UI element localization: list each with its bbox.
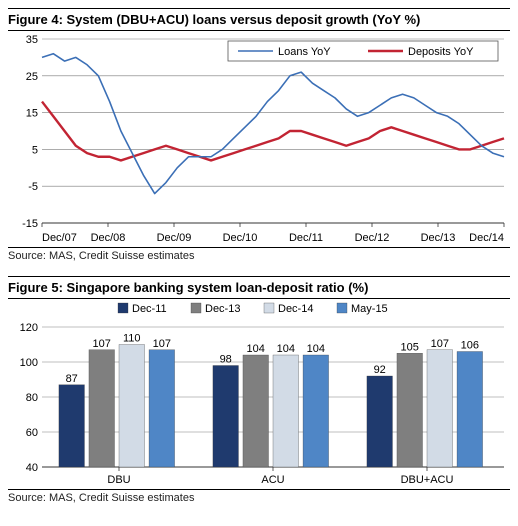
- svg-text:107: 107: [431, 338, 449, 350]
- svg-text:5: 5: [32, 144, 38, 156]
- svg-text:60: 60: [26, 427, 38, 439]
- svg-text:Dec-13: Dec-13: [205, 303, 240, 315]
- figure-5-title: Figure 5: Singapore banking system loan-…: [8, 276, 510, 299]
- svg-text:107: 107: [93, 338, 111, 350]
- svg-text:Dec-14: Dec-14: [278, 303, 313, 315]
- svg-text:15: 15: [26, 108, 38, 120]
- svg-text:Loans YoY: Loans YoY: [278, 46, 331, 58]
- figure-5-source: Source: MAS, Credit Suisse estimates: [8, 489, 510, 504]
- svg-text:107: 107: [153, 338, 171, 350]
- svg-text:98: 98: [220, 354, 232, 366]
- svg-text:100: 100: [20, 357, 38, 369]
- svg-text:Dec/10: Dec/10: [223, 232, 258, 244]
- svg-text:Dec/13: Dec/13: [421, 232, 456, 244]
- svg-text:Dec/09: Dec/09: [157, 232, 192, 244]
- svg-text:Dec/12: Dec/12: [355, 232, 390, 244]
- figure-4: Figure 4: System (DBU+ACU) loans versus …: [8, 8, 510, 262]
- svg-text:92: 92: [374, 364, 386, 376]
- svg-text:25: 25: [26, 71, 38, 83]
- svg-text:Dec-11: Dec-11: [132, 303, 167, 315]
- svg-text:Dec/07: Dec/07: [42, 232, 77, 244]
- svg-text:40: 40: [26, 462, 38, 474]
- svg-text:May-15: May-15: [351, 303, 388, 315]
- svg-text:104: 104: [247, 343, 265, 355]
- figure-4-title: Figure 4: System (DBU+ACU) loans versus …: [8, 8, 510, 31]
- svg-text:35: 35: [26, 34, 38, 46]
- svg-text:104: 104: [277, 343, 295, 355]
- svg-text:DBU: DBU: [107, 474, 130, 486]
- svg-text:ACU: ACU: [261, 474, 284, 486]
- svg-text:Dec/14: Dec/14: [469, 232, 504, 244]
- svg-text:DBU+ACU: DBU+ACU: [401, 474, 454, 486]
- svg-text:Dec/11: Dec/11: [289, 232, 323, 244]
- svg-text:106: 106: [461, 340, 479, 352]
- svg-text:Deposits YoY: Deposits YoY: [408, 46, 474, 58]
- svg-text:-15: -15: [22, 218, 38, 230]
- svg-text:110: 110: [123, 333, 141, 345]
- figure-5: Figure 5: Singapore banking system loan-…: [8, 276, 510, 504]
- svg-text:87: 87: [66, 373, 78, 385]
- svg-text:105: 105: [401, 341, 419, 353]
- svg-text:-5: -5: [28, 181, 38, 193]
- svg-text:Dec/08: Dec/08: [91, 232, 126, 244]
- svg-text:120: 120: [20, 322, 38, 334]
- figure-4-source: Source: MAS, Credit Suisse estimates: [8, 247, 510, 262]
- svg-text:104: 104: [307, 343, 325, 355]
- figure-5-chart: 40 60 80 100 120 87 107 110 107 DBU 98 104 104 104 ACU…: [8, 299, 510, 489]
- svg-text:80: 80: [26, 392, 38, 404]
- figure-4-chart: -15 -5 5 15 25 35 Dec/07 Dec/08 Dec/09 Dec/10 Dec/…: [8, 31, 510, 247]
